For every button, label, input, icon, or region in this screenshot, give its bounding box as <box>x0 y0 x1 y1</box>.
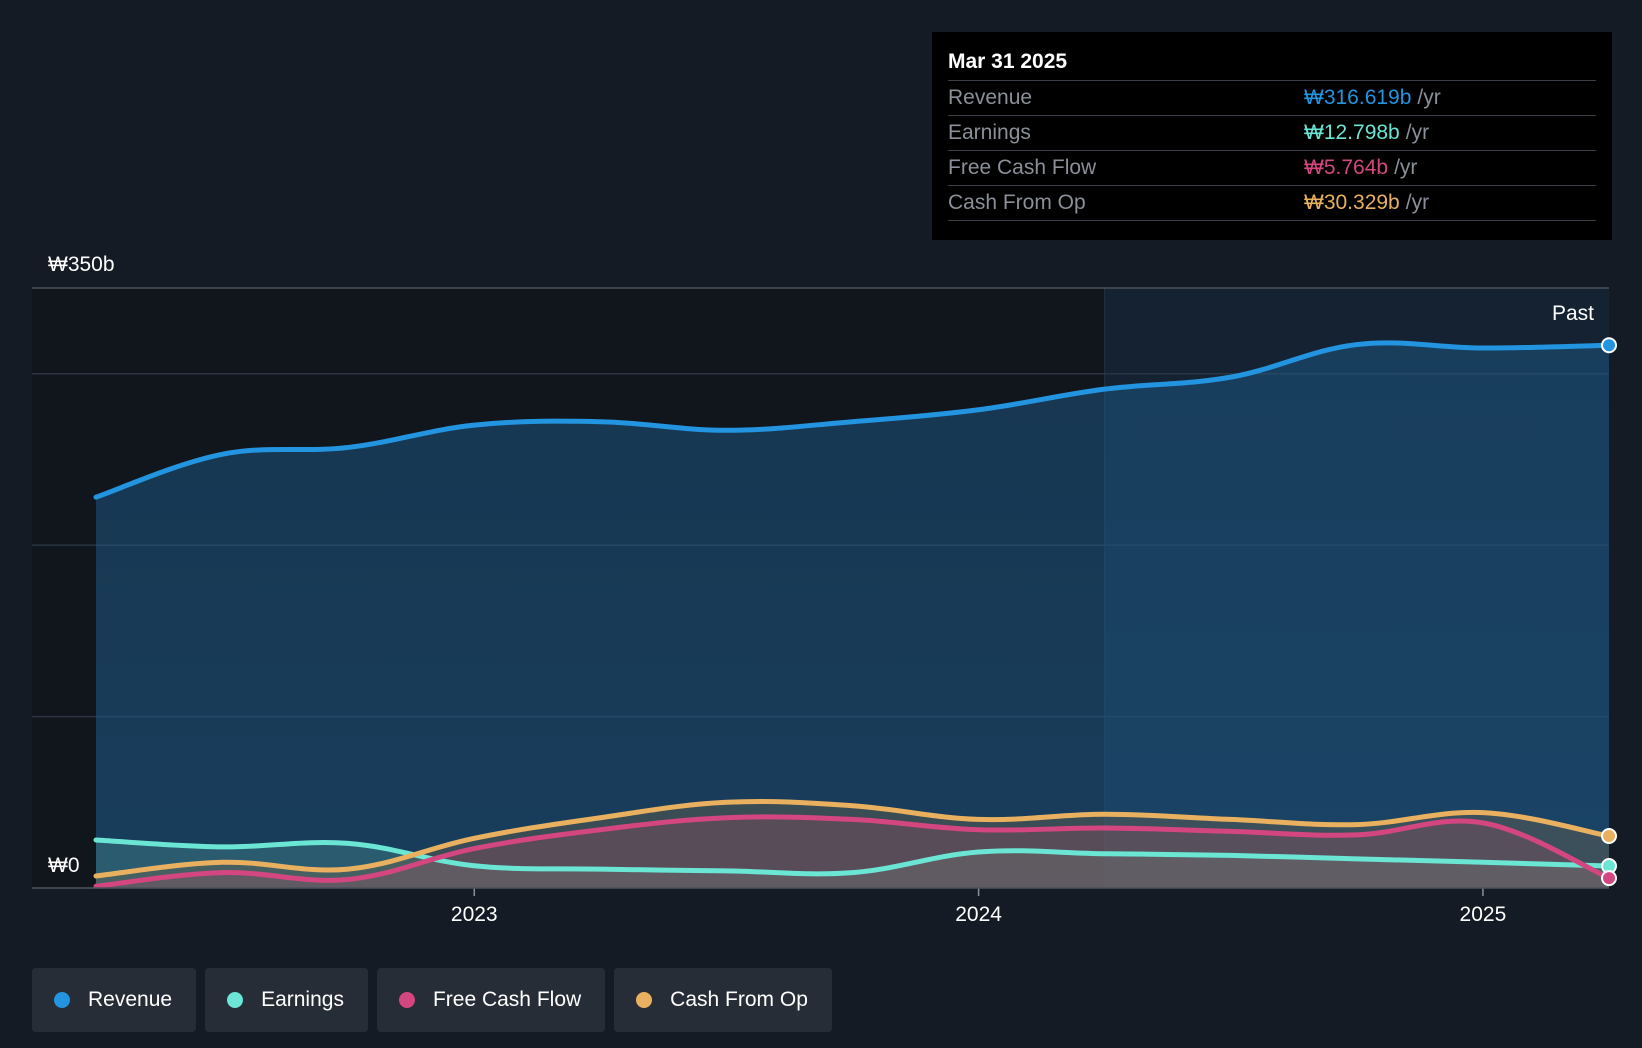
line-free-cash-flow <box>93 814 1612 889</box>
series-lines <box>93 340 1612 889</box>
line-cash-from-op <box>93 798 1612 879</box>
area-earnings <box>96 840 1609 888</box>
tooltip-label: Earnings <box>948 121 1031 144</box>
tooltip-unit: /yr <box>1405 191 1430 214</box>
tooltip-value: ₩12.798b <box>1304 121 1400 144</box>
tooltip: Mar 31 2025 Revenue ₩316.619b /yr Earnin… <box>932 32 1612 240</box>
x-tick-label: 2024 <box>955 903 1002 926</box>
legend-dot-icon <box>636 992 653 1008</box>
y-axis-top-label: ₩350b <box>48 253 115 276</box>
legend-dot-icon <box>227 992 244 1008</box>
legend-label: Free Cash Flow <box>432 988 582 1011</box>
legend-item-cash-from-op[interactable]: Cash From Op <box>614 968 832 1032</box>
endpoint-revenue <box>1601 337 1617 354</box>
line-earnings <box>93 837 1612 877</box>
past-label: Past <box>1552 302 1594 325</box>
tooltip-unit: /yr <box>1417 86 1441 109</box>
tooltip-row-free-cash-flow: Free Cash Flow ₩5.764b /yr <box>948 150 1596 185</box>
area-free-cash-flow <box>96 816 1609 888</box>
tooltip-label: Revenue <box>948 86 1033 109</box>
legend-label: Cash From Op <box>670 988 808 1011</box>
tooltip-unit: /yr <box>1405 121 1430 144</box>
legend-label: Revenue <box>88 988 173 1011</box>
endpoint-cash-from-op <box>1601 828 1617 845</box>
tooltip-unit: /yr <box>1394 156 1418 179</box>
line-revenue <box>93 340 1612 500</box>
legend-item-earnings[interactable]: Earnings <box>205 968 368 1032</box>
legend-item-revenue[interactable]: Revenue <box>32 968 197 1032</box>
legend-label: Earnings <box>261 988 344 1011</box>
tooltip-label: Free Cash Flow <box>948 156 1097 179</box>
series-endpoints <box>1601 337 1617 887</box>
tooltip-value: ₩30.329b <box>1304 191 1400 214</box>
legend-dot-icon <box>54 992 70 1008</box>
tooltip-label: Cash From Op <box>948 191 1086 214</box>
endpoint-free-cash-flow <box>1601 870 1617 887</box>
area-revenue <box>96 342 1609 888</box>
y-axis-bottom-label: ₩0 <box>48 854 80 877</box>
legend-dot-icon <box>398 992 415 1008</box>
tooltip-date: Mar 31 2025 <box>948 50 1068 73</box>
tooltip-row-cash-from-op: Cash From Op ₩30.329b /yr <box>948 185 1596 221</box>
x-axis: 2023 2024 2025 <box>32 887 1609 926</box>
x-tick-label: 2023 <box>451 903 498 926</box>
x-tick-label: 2025 <box>1460 903 1507 926</box>
legend: Revenue Earnings Free Cash Flow Cash Fro… <box>32 968 832 1032</box>
legend-item-free-cash-flow[interactable]: Free Cash Flow <box>376 968 606 1032</box>
tooltip-row-revenue: Revenue ₩316.619b /yr <box>948 80 1596 115</box>
tooltip-value: ₩316.619b <box>1304 86 1412 109</box>
tooltip-row-earnings: Earnings ₩12.798b /yr <box>948 115 1596 150</box>
tooltip-value: ₩5.764b <box>1304 156 1389 179</box>
